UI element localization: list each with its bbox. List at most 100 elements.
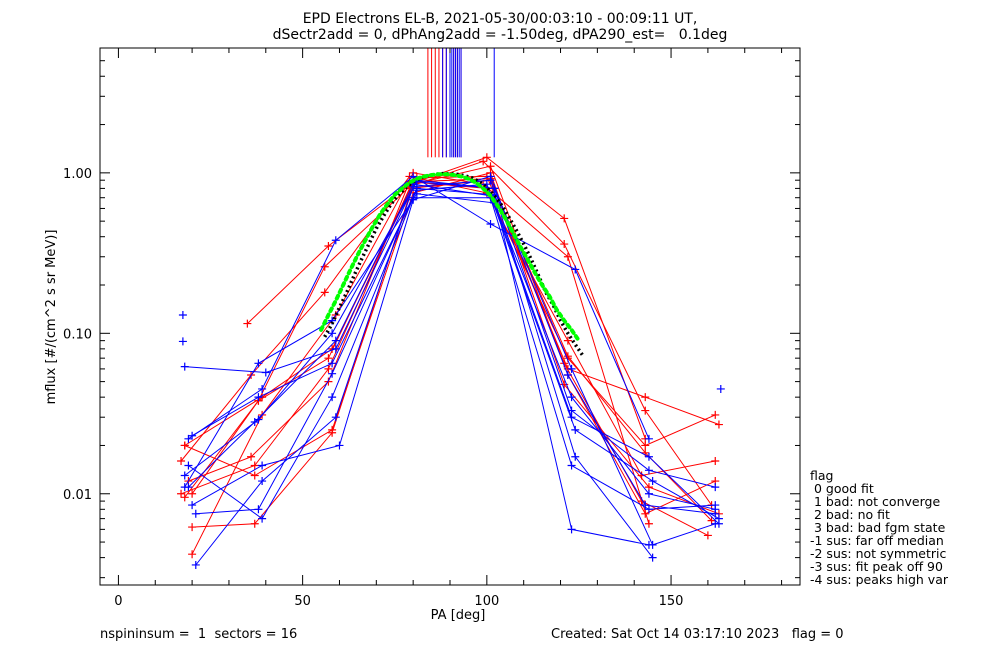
outlier-point-0 (178, 311, 187, 320)
series-12-point-1 (261, 368, 270, 377)
series-6-point-5 (563, 336, 572, 345)
series-17-point-0 (191, 560, 200, 569)
series-3-point-0 (188, 523, 197, 532)
y-tick-label-0: 0.01 (63, 488, 92, 503)
series-18-point-0 (180, 483, 189, 492)
series-18-point-5 (567, 413, 576, 422)
series-11-point-6 (644, 434, 653, 443)
series-line-15 (188, 183, 720, 520)
series-line-8 (188, 181, 716, 482)
series-13-point-5 (567, 461, 576, 470)
series-line-18 (184, 193, 720, 525)
chart-title-line-2: dSectr2add = 0, dPhAng2add = -1.50deg, d… (272, 27, 728, 43)
series-17-point-6 (648, 553, 657, 562)
series-19-point-2 (335, 441, 344, 450)
series-15-point-6 (648, 477, 657, 486)
chart-title-line-1: EPD Electrons EL-B, 2021-05-30/00:03:10 … (302, 11, 698, 27)
series-7-point-1 (250, 471, 259, 480)
series-line-7 (184, 172, 720, 515)
series-15-point-2 (331, 336, 340, 345)
series-1-point-4 (560, 214, 569, 223)
y-axis-label: mflux [#/(cm^2 s sr MeV)] (44, 230, 59, 405)
series-16-point-4 (482, 180, 491, 189)
series-0-point-6 (641, 393, 650, 402)
series-line-16 (191, 183, 716, 510)
series-9-point-4 (479, 157, 488, 166)
legend-item-7: -4 sus: peaks high var (810, 572, 949, 587)
series-11-point-4 (486, 220, 495, 229)
series-19-point-3 (409, 195, 418, 204)
outlier-point-1 (178, 337, 187, 346)
series-line-6 (180, 175, 716, 477)
series-12-point-5 (567, 364, 576, 373)
series-6-point-7 (711, 457, 720, 466)
series-16-point-2 (328, 359, 337, 368)
series-16-point-1 (254, 393, 263, 402)
series-1-point-3 (482, 153, 491, 162)
series-16-point-5 (567, 393, 576, 402)
series-7-point-2 (328, 425, 337, 434)
series-13-point-6 (644, 505, 653, 514)
outlier-point-2 (716, 384, 725, 393)
series-13-point-0 (184, 461, 193, 470)
series-line-14 (195, 187, 649, 546)
series-10-point-7 (711, 483, 720, 492)
series-12-point-0 (180, 362, 189, 371)
series-line-5 (184, 178, 709, 536)
series-17-point-2 (331, 413, 340, 422)
series-17-point-3 (409, 182, 418, 191)
series-1-point-0 (243, 319, 252, 328)
series-9-point-0 (188, 489, 197, 498)
series-line-10 (184, 181, 716, 488)
series-8-point-1 (247, 452, 256, 461)
x-axis-label: PA [deg] (431, 608, 486, 623)
series-19-point-4 (486, 172, 495, 181)
series-19-point-1 (258, 461, 267, 470)
x-tick-label-150: 150 (659, 594, 684, 609)
axes-layer: 0 50 100 150 0.01 0.10 1.00 (63, 47, 801, 609)
series-14-point-5 (567, 525, 576, 534)
series-13-point-1 (258, 514, 267, 523)
legend-item-0: 0 good fit (810, 481, 874, 496)
series-11-point-1 (258, 384, 267, 393)
fit-curve-green (319, 172, 581, 343)
series-line-1 (247, 156, 646, 439)
series-19-point-6 (641, 501, 650, 510)
series-2-point-0 (177, 489, 186, 498)
series-5-point-7 (703, 531, 712, 540)
series-5-point-2 (324, 354, 333, 363)
series-10-point-2 (328, 329, 337, 338)
series-13-point-2 (328, 393, 337, 402)
series-11-point-5 (571, 265, 580, 274)
legend-title: flag (810, 468, 834, 483)
series-line-9 (191, 160, 713, 506)
fit-curve-black (323, 171, 585, 357)
series-19-point-5 (563, 370, 572, 379)
series-9-point-2 (320, 262, 329, 271)
series-7-point-0 (180, 441, 189, 450)
series-9-point-5 (560, 240, 569, 249)
series-0-point-7 (714, 420, 723, 429)
legend-item-3: 3 bad: bad fgm state (810, 520, 946, 535)
series-6-point-2 (320, 288, 329, 297)
legend-item-6: -3 sus: fit peak off 90 (810, 559, 943, 574)
series-12-point-2 (331, 344, 340, 353)
series-19-point-7 (711, 509, 720, 518)
series-9-point-6 (641, 406, 650, 415)
series-18-point-7 (714, 519, 723, 528)
series-11-point-2 (331, 236, 340, 245)
y-tick-label-1: 0.10 (63, 327, 92, 342)
series-layer (177, 48, 725, 569)
series-2-point-2 (324, 364, 333, 373)
legend-item-4: -1 sus: far off median (810, 533, 944, 548)
x-tick-label-0: 0 (114, 594, 122, 609)
series-10-point-0 (180, 471, 189, 480)
legend-item-5: -2 sus: not symmetric (810, 546, 947, 561)
series-15-point-1 (250, 418, 259, 427)
series-1-point-1 (324, 242, 333, 251)
series-18-point-1 (254, 359, 263, 368)
series-4-point-6 (644, 519, 653, 528)
y-tick-label-2: 1.00 (63, 167, 92, 182)
series-14-point-0 (191, 509, 200, 518)
